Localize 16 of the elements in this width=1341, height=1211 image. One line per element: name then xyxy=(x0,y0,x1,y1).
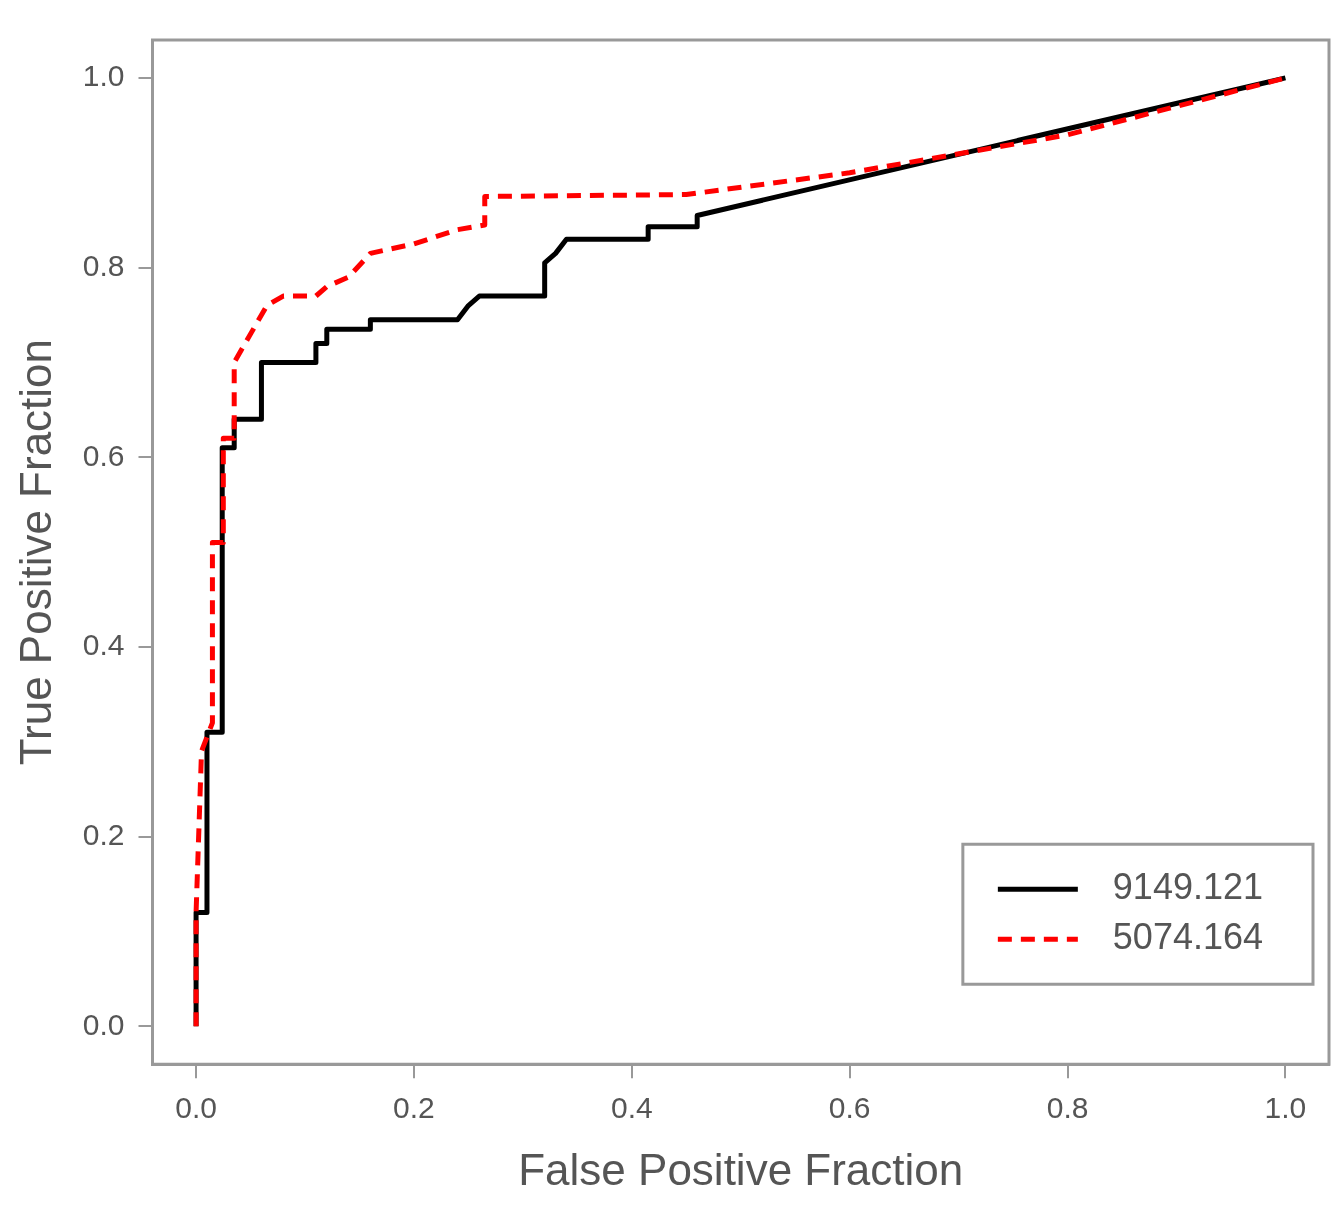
y-tick-label: 0.2 xyxy=(82,817,125,851)
y-tick-label: 0.0 xyxy=(82,1007,125,1041)
legend-label: 5074.164 xyxy=(1112,916,1263,958)
y-tick-label: 0.6 xyxy=(82,438,125,472)
y-tick-label: 0.8 xyxy=(82,248,125,282)
y-axis-title: True Positive Fraction xyxy=(10,338,60,766)
x-tick-label: 0.0 xyxy=(175,1091,217,1125)
legend-label: 9149.121 xyxy=(1112,866,1263,908)
x-tick-label: 1.0 xyxy=(1264,1091,1307,1125)
x-axis-title: False Positive Fraction xyxy=(518,1144,964,1194)
x-tick-label: 0.6 xyxy=(828,1091,871,1125)
y-tick-label: 0.4 xyxy=(82,628,125,662)
x-tick-label: 0.4 xyxy=(610,1091,653,1125)
x-tick-label: 0.2 xyxy=(393,1091,435,1125)
x-tick-label: 0.8 xyxy=(1046,1091,1089,1125)
y-tick-label: 1.0 xyxy=(82,59,125,93)
